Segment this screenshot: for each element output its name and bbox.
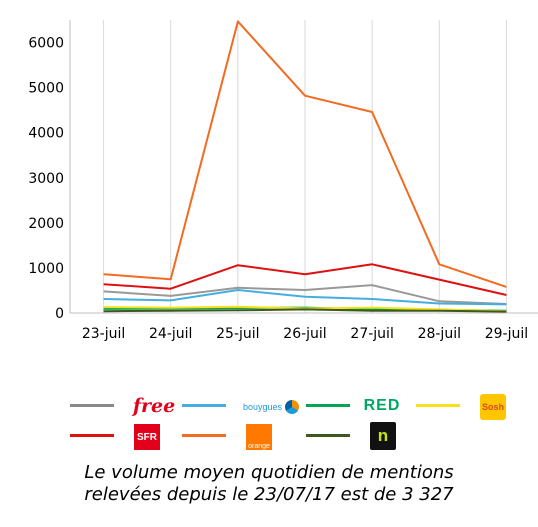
line-chart: 0 1000 2000 3000 4000 5000 6000 23-juil 24-juil 2… bbox=[28, 20, 538, 342]
red-logo-icon: RED bbox=[362, 395, 402, 417]
free-logo-icon: free bbox=[128, 394, 180, 418]
legend-logo-text: RED bbox=[363, 397, 401, 414]
legend-item-bouygues: bouygues bbox=[182, 392, 312, 420]
legend-logo-text: Sosh bbox=[481, 402, 504, 412]
legend-logo-text: SFR bbox=[137, 431, 157, 443]
legend-swatch bbox=[306, 434, 350, 437]
legend-swatch bbox=[416, 404, 460, 407]
chart-caption: Le volume moyen quotidien de mentions re… bbox=[0, 462, 538, 506]
caption-line-1: Le volume moyen quotidien de mentions bbox=[84, 462, 454, 483]
series-line-SFR bbox=[103, 263, 507, 296]
legend-swatch bbox=[182, 404, 226, 407]
orange-logo-icon: orange bbox=[246, 424, 272, 450]
series-line-bouygues bbox=[103, 289, 507, 306]
legend-item-sosh: Sosh bbox=[416, 392, 538, 420]
sfr-logo-icon: SFR bbox=[134, 424, 160, 450]
legend-logo-text: free bbox=[132, 395, 176, 417]
bouygues-ball-icon bbox=[285, 400, 300, 414]
legend-logo-text: orange bbox=[248, 443, 270, 450]
y-tick-label: 3000 bbox=[28, 171, 64, 187]
y-tick-label: 5000 bbox=[28, 81, 64, 97]
caption-line-2: relevées depuis le 23/07/17 est de 3 327 bbox=[84, 484, 454, 505]
x-tick-label: 23-juil bbox=[82, 326, 125, 342]
x-tick-label: 27-juil bbox=[350, 326, 393, 342]
y-tick-label: 0 bbox=[55, 306, 64, 322]
x-tick-label: 28-juil bbox=[418, 326, 461, 342]
legend-logo-text: bouygues bbox=[242, 402, 283, 412]
y-tick-label: 6000 bbox=[28, 36, 64, 52]
series-line-orange bbox=[103, 20, 507, 288]
legend-item-red: RED bbox=[306, 392, 436, 420]
legend-swatch bbox=[182, 434, 226, 437]
series-line-NRJ bbox=[103, 308, 507, 313]
x-tick-label: 25-juil bbox=[216, 326, 259, 342]
y-tick-label: 2000 bbox=[28, 216, 64, 232]
y-tick-label: 1000 bbox=[28, 261, 64, 277]
series-line-free bbox=[103, 284, 507, 305]
sosh-logo-icon: Sosh bbox=[480, 394, 506, 420]
legend-swatch bbox=[70, 404, 114, 407]
legend-swatch bbox=[306, 404, 350, 407]
nrj-logo-icon: n bbox=[370, 422, 396, 450]
legend-item-sfr: SFR bbox=[70, 422, 200, 450]
legend-item-free: free bbox=[70, 392, 200, 420]
legend-logo-text: n bbox=[377, 426, 389, 445]
legend-item-nrj: n bbox=[306, 422, 436, 450]
x-tick-label: 29-juil bbox=[485, 326, 528, 342]
bouygues-logo-icon: bouygues bbox=[236, 396, 306, 418]
x-tick-label: 26-juil bbox=[283, 326, 326, 342]
legend-item-orange: orange bbox=[182, 422, 312, 450]
y-tick-label: 4000 bbox=[28, 126, 64, 142]
x-tick-label: 24-juil bbox=[149, 326, 192, 342]
legend-swatch bbox=[70, 434, 114, 437]
